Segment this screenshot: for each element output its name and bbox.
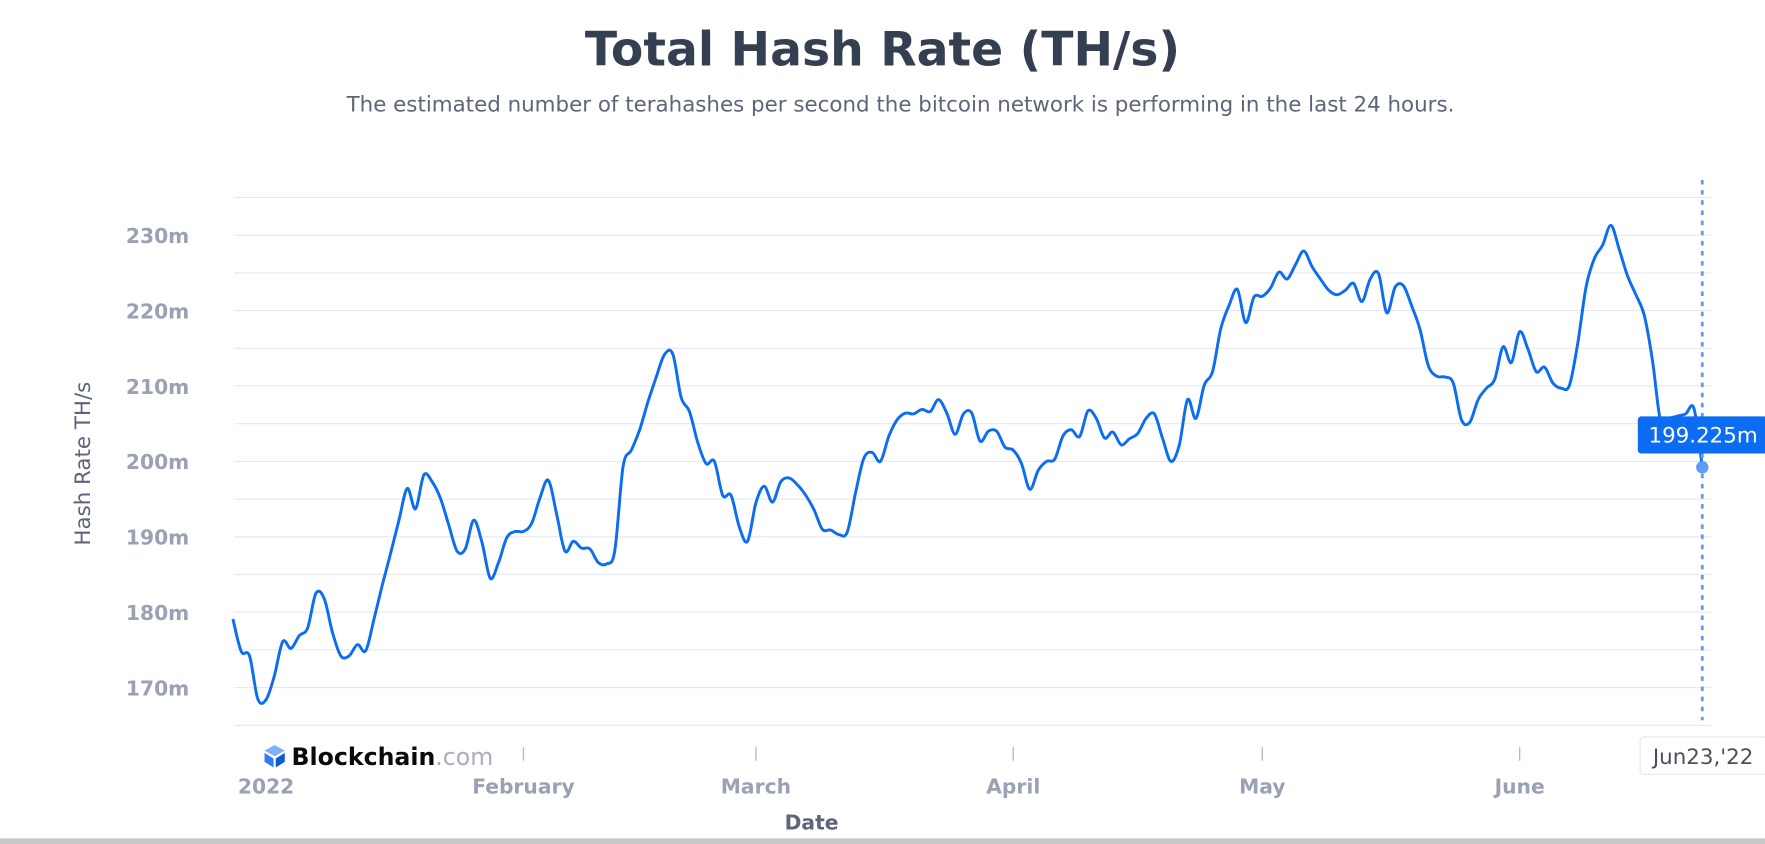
x-tick-label: June [1493, 774, 1545, 798]
svg-text:Blockchain.com: Blockchain.com [292, 743, 494, 771]
y-tick-label: 190m [126, 526, 189, 550]
blockchain-cube-icon [264, 744, 285, 768]
blockchain-logo: Blockchain.com [264, 743, 494, 771]
horizontal-scrollbar[interactable] [0, 838, 1765, 844]
tooltip-value: 199.225m [1648, 423, 1757, 448]
series-line [231, 223, 1704, 705]
x-tick-label: May [1239, 774, 1285, 798]
x-axis-ticks: 2022 February March April May June [238, 747, 1545, 798]
hover-point[interactable] [1696, 461, 1709, 474]
value-tooltip: 199.225m [1637, 416, 1765, 454]
y-axis-ticks: 230m 220m 210m 200m 190m 180m 170m [126, 224, 189, 700]
y-tick-label: 210m [126, 375, 189, 399]
logo-text: Blockchain [292, 743, 436, 771]
tooltip-date: Jun23,'22 [1651, 745, 1753, 770]
date-tooltip: Jun23,'22 [1639, 736, 1765, 775]
y-tick-label: 180m [126, 601, 189, 625]
gridlines [234, 196, 1711, 726]
x-tick-label: April [986, 774, 1040, 798]
chart-subtitle: The estimated number of terahashes per s… [346, 92, 1455, 117]
x-axis-label: Date [785, 810, 839, 834]
x-tick-label: March [721, 774, 791, 798]
y-tick-label: 230m [126, 224, 189, 248]
x-tick-label: 2022 [238, 774, 294, 798]
y-axis-label: Hash Rate TH/s [71, 382, 96, 546]
y-tick-label: 170m [126, 676, 189, 700]
y-tick-label: 220m [126, 299, 189, 323]
chart-title: Total Hash Rate (TH/s) [585, 22, 1180, 77]
y-tick-label: 200m [126, 450, 189, 474]
logo-suffix: .com [435, 743, 493, 771]
x-tick-label: February [472, 774, 575, 798]
